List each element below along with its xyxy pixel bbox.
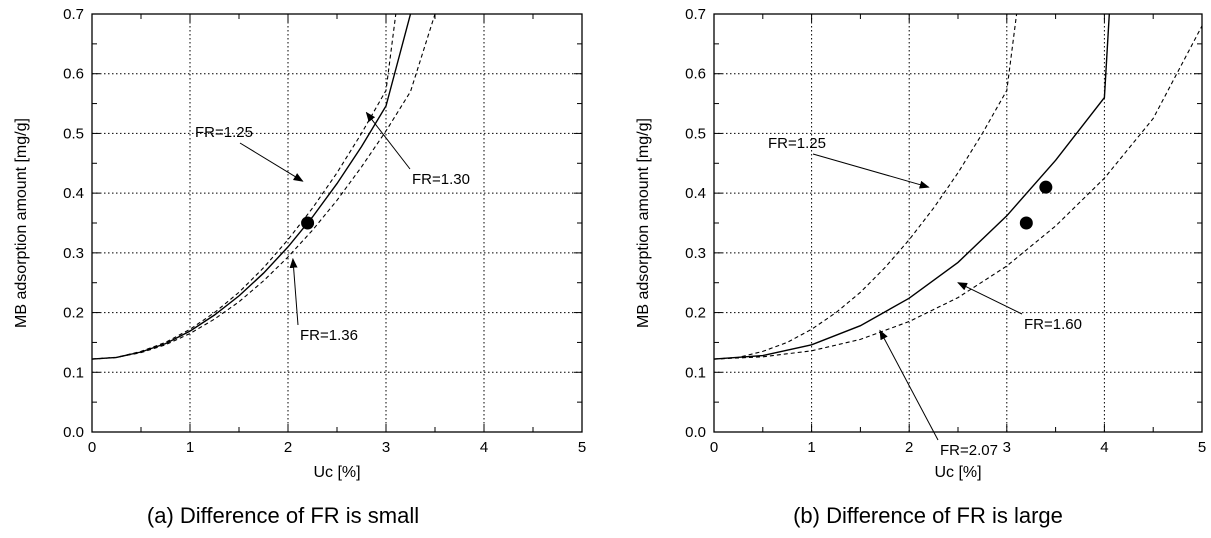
series-line [714,14,1110,360]
chart-caption: (b) Difference of FR is large [793,503,1063,528]
x-tick-label: 5 [1198,439,1206,456]
x-tick-label: 1 [186,439,194,456]
y-tick-label: 0.2 [63,305,84,322]
y-tick-label: 0.4 [63,185,84,202]
x-tick-label: 4 [480,439,488,456]
y-tick-label: 0.7 [63,6,84,23]
series-group [92,14,436,360]
x-tick-label: 1 [807,439,815,456]
y-tick-label: 0.0 [685,424,706,441]
y-tick-label: 0.0 [63,424,84,441]
annotation-label: FR=1.25 [195,124,253,141]
series-line [92,14,412,360]
y-tick-label: 0.3 [63,245,84,262]
annotation-arrow [879,329,939,441]
chart-caption: (a) Difference of FR is small [147,503,419,528]
x-tick-label: 0 [88,439,96,456]
x-tick-label: 2 [284,439,292,456]
y-tick-label: 0.1 [685,364,706,381]
series-line [92,14,436,360]
x-axis-label: Uc [%] [934,464,981,481]
y-tick-label: 0.5 [685,125,706,142]
y-tick-label: 0.3 [685,245,706,262]
series-line [714,14,1018,360]
series-line [92,14,397,360]
plot-frame [91,13,583,433]
series-line [714,25,1202,360]
x-tick-label: 3 [1003,439,1011,456]
annotation-label: FR=1.30 [412,171,470,188]
annotation-label: FR=1.36 [300,327,358,344]
y-axis-label: MB adsorption amount [mg/g] [13,118,30,328]
data-point [1039,180,1053,194]
x-tick-label: 2 [905,439,913,456]
y-tick-label: 0.6 [685,66,706,83]
series-group [714,14,1202,360]
y-tick-label: 0.5 [63,125,84,142]
x-tick-label: 3 [382,439,390,456]
annotation-arrow [365,111,411,170]
x-tick-label: 0 [710,439,718,456]
x-tick-label: 5 [578,439,586,456]
annotation-label: FR=2.07 [940,442,998,459]
annotation-arrow [957,282,1023,315]
chart-b: 0 1 2 3 4 5 0.0 0.1 0.2 0.3 0.4 0.5 0.6 0.7 FR=1.25 FR=… [635,6,1206,528]
y-tick-label: 0.2 [685,305,706,322]
x-tick-label: 4 [1100,439,1108,456]
annotation-label: FR=1.60 [1024,316,1082,333]
chart-a: 0 1 2 3 4 5 0.0 0.1 0.2 0.3 0.4 0.5 0.6 0.7 FR=1.25 FR=… [13,6,586,528]
data-point [1019,216,1033,230]
y-tick-label: 0.7 [685,6,706,23]
y-axis-label: MB adsorption amount [mg/g] [635,118,652,328]
annotation-arrow [239,142,304,182]
annotation-arrow [289,257,299,326]
y-tick-label: 0.1 [63,364,84,381]
plot-frame [713,13,1203,433]
x-axis-label: Uc [%] [313,464,360,481]
y-tick-label: 0.4 [685,185,706,202]
data-point [301,216,315,230]
annotation-arrow [812,153,930,189]
y-tick-label: 0.6 [63,66,84,83]
annotation-label: FR=1.25 [768,135,826,152]
